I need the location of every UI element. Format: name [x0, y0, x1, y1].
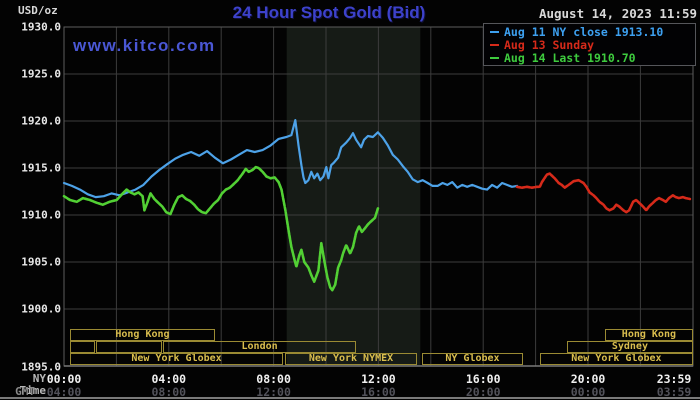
y-tick-label: 1895.0: [21, 360, 61, 374]
price-line-aug11: [62, 118, 519, 199]
session-box-london: London: [163, 341, 357, 353]
session-box-empty: [95, 341, 162, 353]
gmt-tick: 00:00: [570, 385, 606, 399]
units-label: USD/oz: [18, 4, 58, 17]
ny-time-tick: 00:00: [46, 372, 82, 386]
session-box-hong-kong: Hong Kong: [605, 329, 693, 341]
ny-time-tick: 04:00: [151, 372, 187, 386]
legend-dash-icon: [490, 43, 499, 46]
price-line-aug14: [62, 165, 380, 292]
session-box-sydney: Sydney: [567, 341, 693, 353]
legend-item-aug11: Aug 11 NY close 1913.10: [490, 26, 695, 39]
gmt-tick: 12:00: [256, 385, 291, 399]
chart-title: 24 Hour Spot Gold (Bid): [232, 3, 426, 22]
ny-time-tick: 12:00: [361, 372, 396, 386]
y-tick-label: 1915.0: [21, 161, 61, 175]
session-box-new-york-globex: New York Globex: [70, 353, 284, 365]
y-tick-label: 1900.0: [21, 302, 61, 316]
y-tick-label: 1910.0: [21, 208, 61, 222]
y-tick-label: 1905.0: [21, 255, 61, 269]
gmt-tick: 08:00: [151, 385, 187, 399]
legend-item-aug14: Aug 14 Last 1910.70: [490, 52, 695, 65]
kitco-watermark-link[interactable]: www.kitco.com: [73, 36, 216, 55]
legend-dash-icon: [490, 30, 499, 33]
ny-time-tick: 08:00: [256, 372, 291, 386]
legend-label: Aug 13 Sunday: [504, 38, 595, 52]
gmt-row-label: GMT: [15, 385, 35, 398]
session-box-new-york-nymex: New York NYMEX: [285, 353, 417, 365]
gmt-tick: 20:00: [465, 385, 501, 399]
bottom-divider: [0, 397, 700, 399]
session-box-hong-kong: Hong Kong: [70, 329, 215, 341]
legend-dash-icon: [490, 56, 499, 59]
ny-time-tick: 23:59: [656, 372, 692, 386]
gmt-tick: 04:00: [46, 385, 82, 399]
legend-box: Aug 11 NY close 1913.10 Aug 13 Sunday Au…: [483, 23, 696, 66]
y-tick-label: 1925.0: [21, 67, 61, 81]
ny-time-row-label: NY Time: [19, 372, 47, 397]
legend-item-aug13: Aug 13 Sunday: [490, 39, 695, 52]
legend-label: Aug 11 NY close 1913.10: [504, 25, 664, 39]
datetime-label: August 14, 2023 11:59: [538, 6, 697, 21]
legend-label: Aug 14 Last 1910.70: [504, 51, 636, 65]
y-tick-label: 1920.0: [21, 114, 61, 128]
session-box-new-york-globex: New York Globex: [540, 353, 693, 365]
ny-time-tick: 16:00: [465, 372, 501, 386]
session-box-ny-globex: NY Globex: [421, 353, 524, 365]
gmt-tick: 16:00: [361, 385, 396, 399]
nymex-session-band: [286, 27, 421, 366]
y-tick-label: 1930.0: [21, 20, 61, 34]
price-line-aug13: [515, 172, 692, 214]
session-box-empty: [70, 341, 95, 353]
ny-time-tick: 20:00: [570, 372, 606, 386]
gmt-tick: 03:59: [656, 385, 692, 399]
